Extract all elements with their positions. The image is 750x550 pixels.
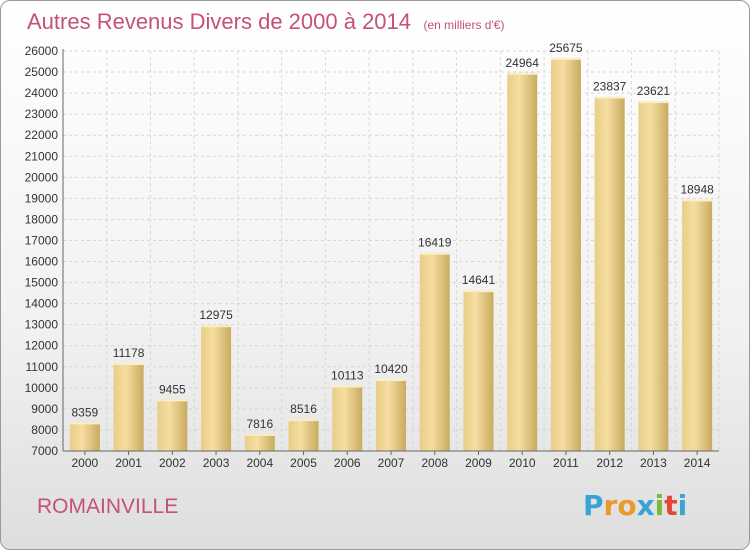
bar-value-label: 25675	[549, 41, 583, 55]
proxiti-logo: Proxiti	[583, 489, 687, 522]
bar-top-highlight	[463, 290, 494, 293]
logo-letter: t	[664, 489, 678, 522]
logo-letter: x	[636, 489, 655, 522]
x-tick-label: 2000	[72, 456, 99, 470]
bar	[376, 379, 406, 451]
bar	[157, 399, 188, 451]
x-tick-label: 2009	[465, 456, 492, 470]
x-tick-label: 2010	[509, 456, 536, 470]
x-tick-label: 2011	[553, 456, 579, 470]
bar-value-label: 11178	[113, 346, 145, 360]
title-row: Autres Revenus Divers de 2000 à 2014 (en…	[27, 9, 504, 35]
y-tick-label: 25000	[25, 65, 59, 79]
y-tick-label: 8000	[31, 423, 58, 437]
value-labels: 8359 11178 9455 12975 7816 8516 10113 10420 1641…	[72, 41, 715, 431]
bar-top-highlight	[507, 72, 538, 75]
bar	[244, 433, 275, 451]
bar	[419, 252, 450, 451]
bar	[507, 72, 538, 452]
y-tick-label: 20000	[25, 170, 59, 184]
y-tick-label: 18000	[25, 212, 59, 226]
bar-value-label: 8516	[290, 402, 317, 416]
bar-top-highlight	[288, 419, 319, 422]
y-tick-label: 26000	[25, 44, 59, 58]
bar-value-label: 23621	[637, 84, 671, 98]
bars	[69, 57, 713, 452]
y-tick-label: 11000	[26, 360, 59, 374]
y-tick-label: 19000	[25, 191, 59, 205]
bar-top-highlight	[594, 96, 625, 99]
bar-value-label: 8359	[72, 405, 99, 419]
y-tick-label: 12000	[25, 339, 59, 353]
y-tick-label: 13000	[25, 318, 59, 332]
bar-value-label: 10113	[331, 368, 364, 382]
bar-top-highlight	[638, 101, 669, 104]
y-tick-label: 9000	[31, 402, 58, 416]
x-tick-label: 2012	[596, 456, 623, 470]
bar-top-highlight	[332, 385, 363, 388]
bar	[594, 96, 625, 452]
bar-value-label: 14641	[462, 273, 496, 287]
bar	[638, 101, 669, 451]
bar	[69, 422, 100, 451]
y-tick-label: 15000	[25, 276, 59, 290]
bar	[288, 419, 319, 451]
bar	[332, 385, 363, 451]
bar-value-label: 7816	[246, 417, 273, 431]
chart-title: Autres Revenus Divers de 2000 à 2014	[27, 9, 412, 34]
y-tick-label: 17000	[25, 233, 59, 247]
x-tick-label: 2007	[378, 456, 405, 470]
bar-value-label: 10420	[374, 362, 408, 376]
logo-letter: i	[654, 489, 665, 522]
x-tick-label: 2005	[290, 456, 317, 470]
x-tick-label: 2014	[684, 456, 711, 470]
bar-value-label: 23837	[593, 80, 627, 94]
chart-unit: (en milliers d'€)	[423, 18, 505, 32]
y-tick-label: 22000	[25, 128, 59, 142]
x-tick-label: 2001	[115, 456, 142, 470]
bar-top-highlight	[550, 57, 581, 60]
bar	[682, 199, 713, 451]
logo-letter: o	[617, 489, 637, 522]
bar-value-label: 12975	[199, 308, 233, 322]
bar-top-highlight	[157, 399, 188, 402]
x-tick-label: 2013	[640, 456, 667, 470]
bar-value-label: 24964	[506, 56, 540, 70]
x-tick-label: 2006	[334, 456, 361, 470]
bar-value-label: 16419	[418, 236, 452, 250]
bar	[550, 57, 581, 452]
bar-top-highlight	[201, 325, 232, 328]
bar-value-label: 18948	[680, 182, 714, 196]
bar	[201, 325, 232, 451]
bar-top-highlight	[69, 422, 100, 425]
y-tick-label: 14000	[25, 297, 59, 311]
axes: 7000 8000 9000 10000 11000 12000 13000 14000 150…	[25, 44, 719, 470]
logo-letter: r	[603, 489, 618, 522]
logo-letter: P	[583, 489, 604, 522]
logo-letter: i	[677, 489, 688, 522]
bar-top-highlight	[244, 433, 275, 436]
x-tick-label: 2003	[203, 456, 230, 470]
y-tick-label: 7000	[31, 444, 58, 458]
bar-top-highlight	[419, 252, 450, 255]
y-tick-label: 24000	[25, 86, 59, 100]
y-tick-label: 10000	[25, 381, 59, 395]
bar	[113, 363, 144, 451]
y-tick-label: 23000	[25, 107, 59, 121]
bar-top-highlight	[113, 363, 144, 366]
bar-value-label: 9455	[159, 382, 186, 396]
x-tick-label: 2008	[421, 456, 448, 470]
city-name: ROMAINVILLE	[37, 495, 179, 518]
bar-top-highlight	[682, 199, 713, 202]
y-tick-label: 16000	[25, 255, 59, 269]
bar	[463, 290, 494, 451]
bar-top-highlight	[376, 379, 406, 381]
x-tick-label: 2002	[159, 456, 186, 470]
y-tick-label: 21000	[25, 149, 59, 163]
x-tick-label: 2004	[246, 456, 273, 470]
